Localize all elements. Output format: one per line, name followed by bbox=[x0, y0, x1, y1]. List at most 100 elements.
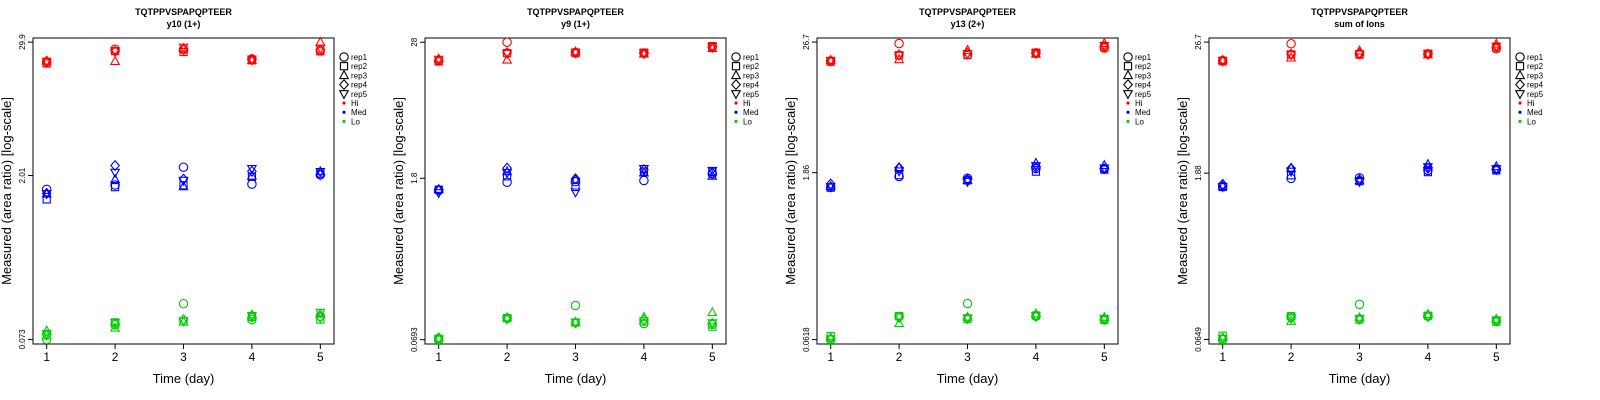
y-tick-label: 2.01 bbox=[18, 167, 27, 183]
data-point-lo-rep5-day5 bbox=[1491, 316, 1502, 326]
y-axis-label: Measured (area ratio) [log-scale] bbox=[391, 97, 406, 285]
y-tick-label: 1.88 bbox=[1194, 165, 1203, 181]
data-point-med-rep1-day1 bbox=[41, 184, 52, 195]
data-point-lo-rep5-day3 bbox=[1354, 314, 1365, 325]
data-point-med-rep5-day1 bbox=[825, 183, 836, 193]
data-point-med-rep2-day4 bbox=[1423, 168, 1433, 177]
legend-label-rep1: rep1 bbox=[1135, 53, 1152, 62]
y-tick-label: 29.9 bbox=[18, 34, 27, 50]
data-point-med-rep4-day2 bbox=[502, 162, 513, 174]
data-point-hi-rep5-day4 bbox=[246, 55, 258, 66]
plot-frame bbox=[32, 37, 335, 345]
data-point-hi-rep5-day5 bbox=[1491, 42, 1502, 53]
y-axis-label: Measured (area ratio) [log-scale] bbox=[0, 97, 14, 285]
legend-label-rep1: rep1 bbox=[351, 53, 368, 62]
data-point-lo-rep1-day2 bbox=[110, 320, 120, 330]
data-point-med-rep4-day5 bbox=[315, 169, 326, 181]
data-point-hi-rep3-day2 bbox=[893, 53, 905, 64]
data-point-lo-rep1-day3 bbox=[178, 299, 189, 309]
data-point-hi-rep3-day5 bbox=[315, 36, 326, 46]
chart-title: TQTPPVSPAPQPTEER bbox=[1311, 7, 1408, 17]
legend-marker-rep5 bbox=[338, 90, 350, 100]
y-tick-label: 1.8 bbox=[410, 172, 419, 184]
y-axis-label: Measured (area ratio) [log-scale] bbox=[783, 97, 798, 285]
data-point-med-rep5-day3 bbox=[178, 176, 189, 187]
plot-frame bbox=[1208, 37, 1511, 345]
data-point-med-rep4-day4 bbox=[246, 165, 257, 177]
legend-dot-lo bbox=[1126, 119, 1130, 123]
x-tick-label: 1 bbox=[1219, 350, 1226, 364]
legend-label-rep4: rep4 bbox=[351, 81, 368, 90]
legend-dot-hi bbox=[342, 101, 346, 105]
chart-subtitle: sum of Ions bbox=[1334, 19, 1385, 29]
legend-label-rep2: rep2 bbox=[351, 62, 368, 71]
legend-dot-lo bbox=[1518, 119, 1522, 123]
legend-marker-rep1 bbox=[731, 52, 741, 62]
legend-label-hi: Hi bbox=[1527, 99, 1535, 108]
legend-label-rep5: rep5 bbox=[1135, 90, 1152, 99]
plot-frame bbox=[816, 37, 1119, 345]
data-point-med-rep5-day4 bbox=[246, 164, 258, 175]
data-point-med-rep5-day2 bbox=[1285, 167, 1297, 178]
legend-label-hi: Hi bbox=[743, 99, 751, 108]
data-point-med-rep5-day3 bbox=[1354, 178, 1365, 188]
x-tick-label: 5 bbox=[1493, 350, 1500, 364]
x-tick-label: 4 bbox=[1033, 350, 1040, 364]
data-point-med-rep4-day3 bbox=[962, 173, 973, 186]
data-point-lo-rep5-day2 bbox=[893, 313, 905, 323]
legend-marker-rep5 bbox=[1122, 90, 1134, 100]
data-point-lo-rep3-day2 bbox=[893, 317, 905, 328]
legend-marker-rep1 bbox=[1515, 52, 1525, 62]
data-point-hi-rep1-day2 bbox=[894, 38, 904, 49]
data-point-lo-rep5-day3 bbox=[178, 317, 189, 327]
data-point-med-rep3-day1 bbox=[41, 187, 52, 198]
data-point-med-rep4-day3 bbox=[570, 173, 581, 185]
chart-subtitle: y13 (2+) bbox=[951, 19, 985, 29]
data-point-lo-rep5-day4 bbox=[638, 317, 650, 327]
data-point-lo-rep5-day5 bbox=[315, 308, 326, 319]
data-point-lo-rep1-day3 bbox=[962, 298, 973, 309]
data-point-hi-rep5-day1 bbox=[1217, 56, 1228, 67]
data-point-lo-rep1-day3 bbox=[1354, 299, 1365, 310]
data-point-lo-rep5-day5 bbox=[1099, 314, 1110, 325]
data-point-lo-rep4-day5 bbox=[315, 311, 326, 324]
data-point-med-rep5-day3 bbox=[570, 188, 581, 198]
y-tick-label: 26.7 bbox=[802, 34, 811, 50]
data-point-lo-rep3-day2 bbox=[109, 322, 121, 332]
x-tick-label: 2 bbox=[1288, 350, 1295, 364]
data-point-lo-rep1-day3 bbox=[570, 300, 581, 311]
legend-label-rep4: rep4 bbox=[743, 81, 760, 90]
legend-marker-rep5 bbox=[730, 90, 742, 100]
legend-marker-rep1 bbox=[339, 52, 349, 62]
data-point-med-rep3-day2 bbox=[893, 161, 905, 172]
data-point-hi-rep5-day3 bbox=[1354, 50, 1365, 60]
data-point-med-rep1-day2 bbox=[502, 177, 512, 188]
data-point-med-rep4-day2 bbox=[1286, 162, 1297, 175]
data-point-med-rep3-day3 bbox=[962, 174, 973, 184]
legend-marker-rep3 bbox=[338, 69, 350, 80]
data-point-hi-rep5-day2 bbox=[109, 47, 121, 57]
y-tick-label: 0.0693 bbox=[410, 327, 419, 352]
data-point-hi-rep1-day2 bbox=[1286, 39, 1296, 49]
data-point-med-rep5-day5 bbox=[1099, 164, 1110, 174]
data-point-lo-rep3-day1 bbox=[825, 332, 836, 342]
legend-label-rep5: rep5 bbox=[743, 90, 760, 99]
data-point-hi-rep5-day4 bbox=[1030, 49, 1042, 59]
data-point-lo-rep5-day4 bbox=[1422, 312, 1434, 322]
x-tick-label: 5 bbox=[1101, 350, 1108, 364]
data-point-hi-rep5-day3 bbox=[178, 43, 189, 54]
x-tick-label: 4 bbox=[641, 350, 648, 364]
data-point-med-rep5-day4 bbox=[1030, 162, 1042, 172]
data-point-med-rep5-day4 bbox=[638, 165, 650, 175]
data-point-hi-rep1-day2 bbox=[110, 44, 120, 54]
legend-label-rep3: rep3 bbox=[1135, 71, 1152, 80]
legend-label-med: Med bbox=[1527, 108, 1543, 117]
legend-dot-lo bbox=[342, 119, 346, 123]
data-point-med-rep1-day2 bbox=[110, 180, 120, 190]
data-point-lo-rep1-day1 bbox=[41, 334, 52, 345]
legend-label-rep5: rep5 bbox=[351, 90, 368, 99]
data-point-med-rep5-day2 bbox=[501, 169, 513, 179]
chart-subtitle: y10 (1+) bbox=[167, 19, 201, 29]
data-point-med-rep5-day3 bbox=[962, 177, 973, 188]
data-point-med-rep2-day1 bbox=[42, 195, 51, 204]
